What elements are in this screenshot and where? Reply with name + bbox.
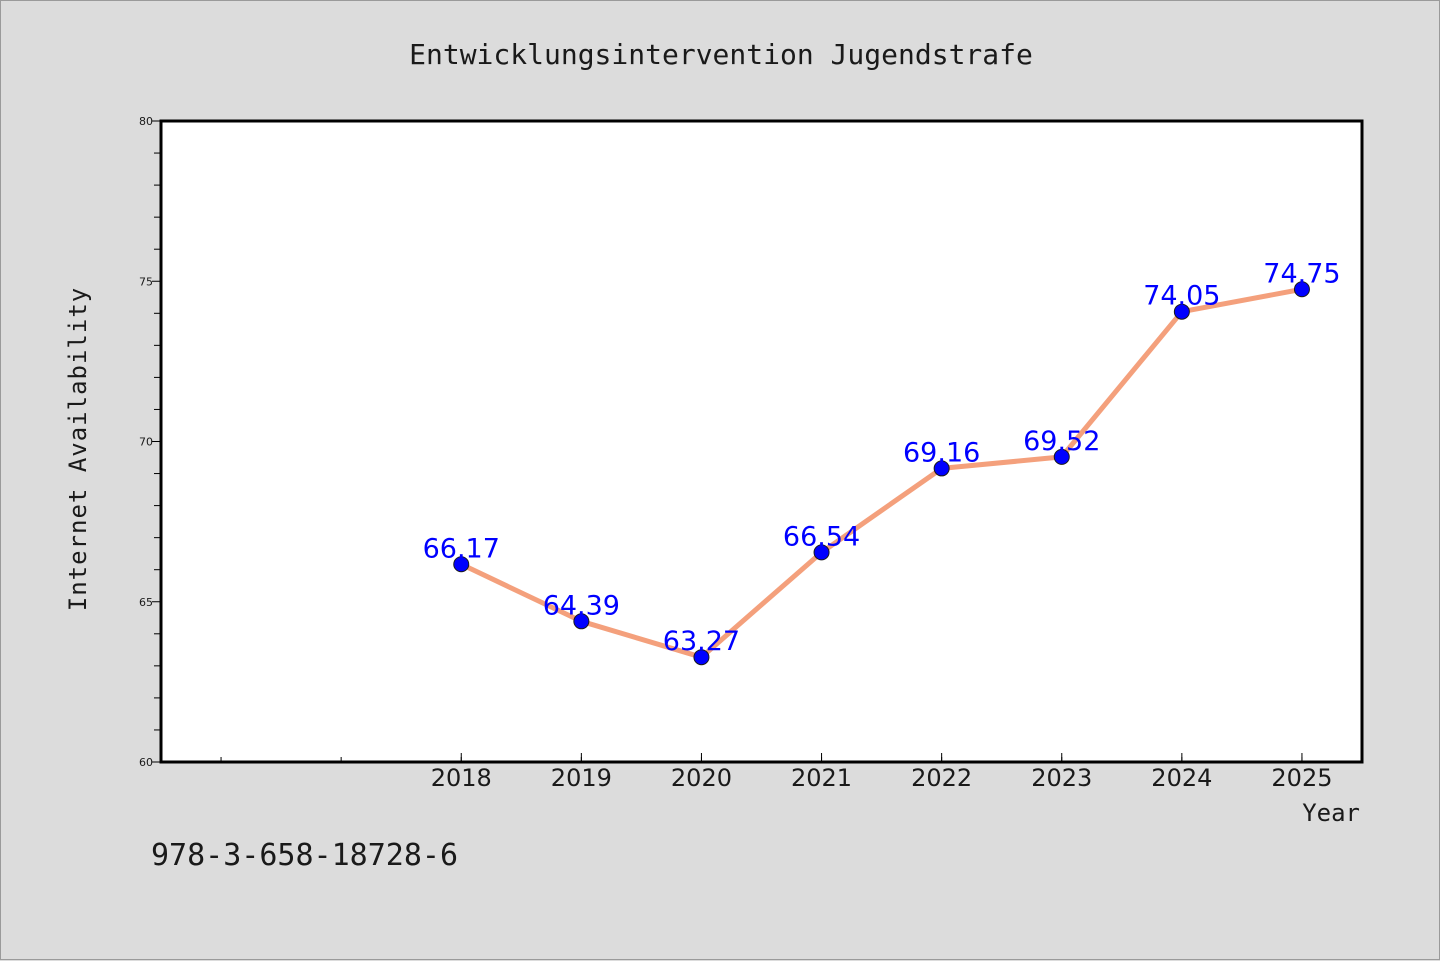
x-tick-label: 2018 [431,764,492,792]
data-label: 63.27 [663,626,740,657]
x-tick-label: 2023 [1031,764,1092,792]
data-point [573,613,590,630]
data-label: 74.05 [1143,281,1220,312]
x-tick-label: 2025 [1271,764,1332,792]
y-tick-label: 80 [139,115,153,128]
data-point [813,544,830,561]
series-line [458,286,1305,660]
x-tick-label: 2020 [671,764,732,792]
data-point [1173,303,1190,320]
y-tick-label: 60 [139,756,153,769]
data-label: 66.54 [783,521,860,552]
x-tick-label: 2019 [551,764,612,792]
data-point [693,649,710,666]
chart-title: Entwicklungsintervention Jugendstrafe [409,38,1033,71]
plot-area [159,119,1364,764]
y-tick-label: 65 [139,596,153,609]
data-point [1053,448,1070,465]
data-label: 74.75 [1263,258,1340,289]
data-label: 64.39 [543,590,620,621]
isbn-footer: 978-3-658-18728-6 [151,838,458,873]
series-line-group [453,281,1310,666]
x-axis: 2018 2019 2020 2021 2022 2023 2024 2025 [220,753,1332,792]
data-point [933,460,950,477]
data-label: 66.17 [423,533,500,564]
y-tick-label: 70 [139,436,153,449]
y-axis-title: Internet Availability [64,287,92,611]
data-label: 69.52 [1023,426,1100,457]
x-tick-label: 2024 [1151,764,1212,792]
data-label: 69.16 [903,437,980,468]
y-axis: 60 65 70 75 80 [139,115,161,769]
data-point [453,556,470,573]
x-axis-title: Year [1302,799,1360,827]
y-tick-label: 75 [139,275,153,288]
x-tick-label: 2021 [791,764,852,792]
x-tick-label: 2022 [911,764,972,792]
data-labels: 66.17 64.39 63.27 66.54 69.16 69.52 74.05 74.75 [423,258,1341,657]
data-point [1293,281,1310,298]
